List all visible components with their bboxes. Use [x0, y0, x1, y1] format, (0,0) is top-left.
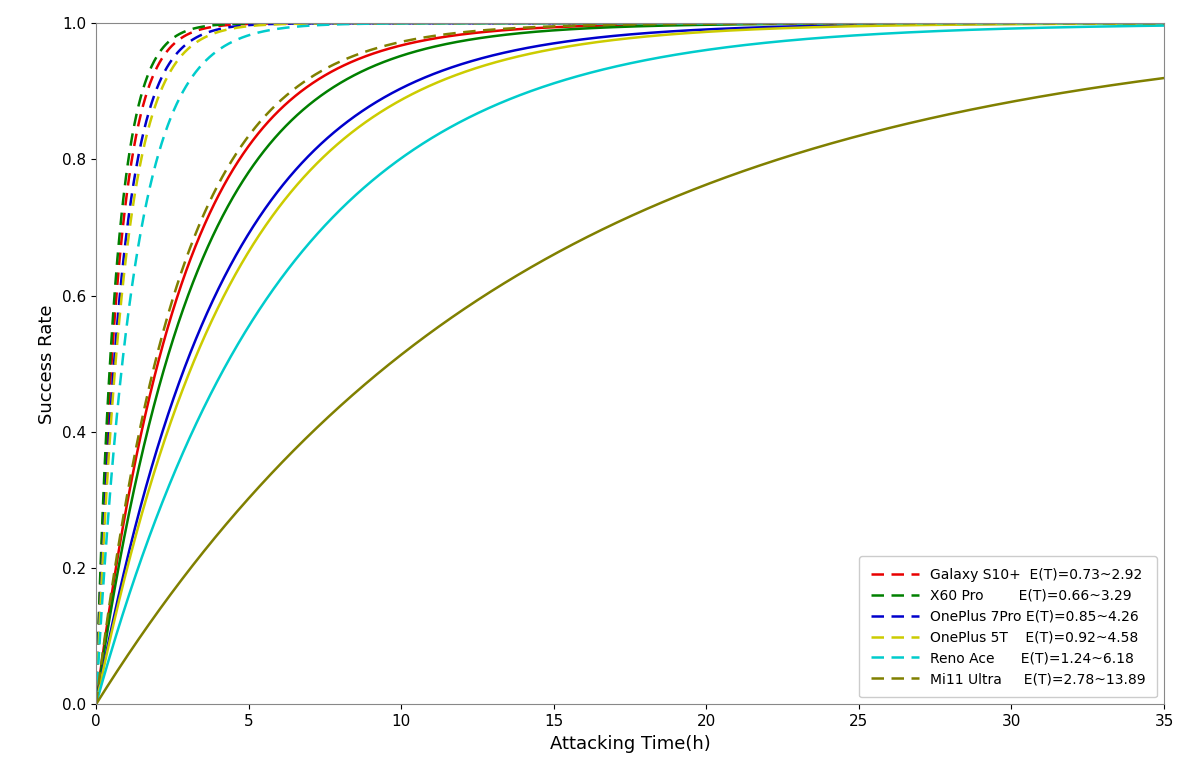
- X-axis label: Attacking Time(h): Attacking Time(h): [550, 735, 710, 752]
- Y-axis label: Success Rate: Success Rate: [38, 304, 56, 423]
- Legend: Galaxy S10+  E(T)=0.73~2.92, X60 Pro        E(T)=0.66~3.29, OnePlus 7Pro E(T)=0.: Galaxy S10+ E(T)=0.73~2.92, X60 Pro E(T)…: [859, 557, 1157, 697]
